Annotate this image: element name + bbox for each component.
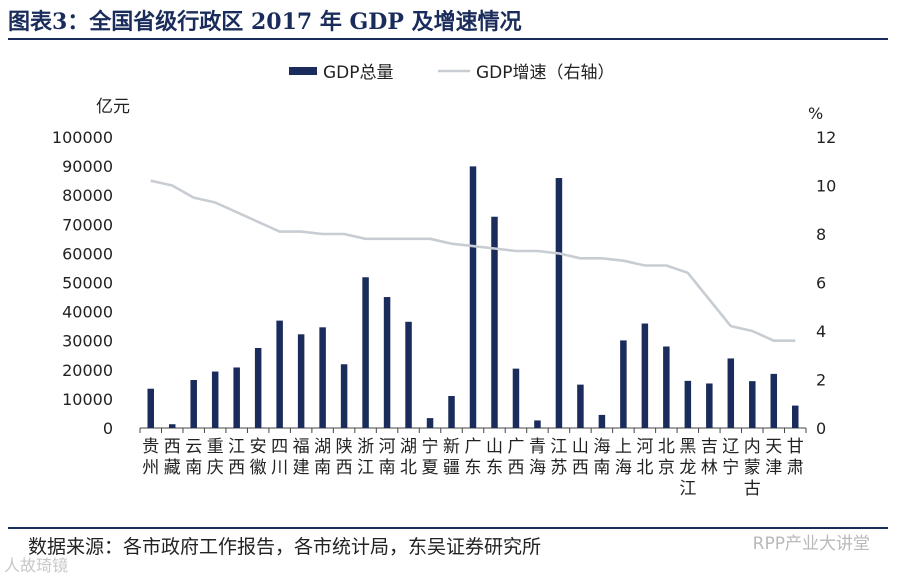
x-tick-label: 安徽	[250, 437, 267, 478]
bar-河南	[383, 297, 391, 428]
x-tick-label: 黑龙江	[679, 437, 696, 499]
axes-layer	[139, 427, 807, 433]
legend-bar-swatch	[289, 67, 317, 75]
y-left-tick-label: 60000	[62, 244, 113, 263]
bar-安徽	[254, 347, 262, 428]
x-tick-label: 江西	[228, 437, 245, 478]
bar-series-gdp-total	[147, 166, 799, 429]
y-right-tick-label: 8	[816, 225, 826, 244]
y-left-axis-label: 亿元	[96, 97, 130, 117]
x-tick-label: 湖南	[314, 437, 331, 478]
x-tick-label: 北京	[658, 437, 675, 478]
x-tick-label: 辽宁	[722, 437, 739, 478]
bar-浙江	[362, 277, 369, 428]
bar-湖南	[319, 327, 326, 428]
bar-天津	[770, 373, 778, 428]
bar-贵州	[147, 388, 154, 428]
y-right-tick-label: 2	[816, 371, 826, 390]
bar-四川	[276, 320, 283, 428]
y-left-tick-label: 90000	[62, 157, 113, 176]
y-left-tick-label: 70000	[62, 215, 113, 234]
x-tick-label: 河北	[636, 437, 653, 478]
bar-广西	[512, 368, 520, 428]
y-left-tick-label: 50000	[62, 274, 113, 293]
bar-内蒙古	[749, 381, 756, 428]
y-right-tick-label: 4	[816, 322, 826, 341]
bar-江西	[233, 367, 240, 428]
line-series-gdp-growth	[150, 179, 796, 343]
x-tick-label: 青海	[529, 437, 546, 478]
x-tick-label: 江苏	[550, 437, 567, 478]
bar-重庆	[211, 371, 219, 428]
bar-陕西	[340, 364, 348, 428]
x-tick-label: 西藏	[164, 437, 181, 478]
y-left-tick-label: 20000	[62, 361, 113, 380]
bar-云南	[190, 379, 197, 428]
bar-广东	[469, 166, 477, 429]
bar-宁夏	[426, 418, 434, 428]
bar-福建	[297, 334, 305, 428]
x-tick-label: 湖北	[400, 437, 417, 478]
bar-西藏	[168, 424, 176, 428]
tick-labels-layer: 0 10000 20000 30000 40000 50000 60000 70000 8000…	[52, 97, 836, 499]
bar-辽宁	[727, 358, 735, 428]
y-left-tick-label: 30000	[62, 332, 113, 351]
y-right-axis-label: %	[808, 104, 823, 123]
x-tick-label: 福建	[293, 437, 310, 478]
combo-chart: 0 10000 20000 30000 40000 50000 60000 70000 8000…	[52, 63, 836, 499]
x-tick-label: 陕西	[336, 437, 353, 478]
y-right-tick-label: 12	[816, 128, 836, 147]
bar-上海	[620, 340, 627, 428]
x-tick-label: 河南	[379, 437, 396, 478]
chart-title: 图表3：全国省级行政区 2017 年 GDP 及增速情况	[8, 9, 522, 35]
x-tick-label: 广西	[507, 437, 524, 478]
x-tick-label: 天津	[765, 437, 782, 478]
y-right-tick-label: 6	[816, 274, 826, 293]
bar-海南	[598, 414, 606, 428]
x-tick-label: 海南	[593, 437, 610, 478]
x-tick-label: 山西	[572, 437, 589, 478]
bar-北京	[663, 346, 670, 428]
x-tick-label: 重庆	[207, 437, 224, 478]
footer-divider	[8, 527, 888, 529]
y-left-tick-label: 0	[103, 419, 113, 438]
y-right-tick-label: 0	[816, 419, 826, 438]
y-right-tick-label: 10	[816, 177, 836, 196]
x-tick-label: 浙江	[357, 437, 374, 478]
bar-新疆	[448, 395, 455, 428]
x-tick-label: 吉林	[701, 437, 718, 478]
bar-甘肃	[792, 405, 799, 428]
y-left-tick-label: 40000	[62, 303, 113, 322]
bar-黑龙江	[684, 380, 692, 428]
x-tick-label: 甘肃	[787, 437, 804, 478]
x-tick-label: 山东	[486, 437, 503, 478]
title-divider	[8, 38, 888, 40]
bar-湖北	[405, 321, 412, 428]
x-tick-label: 上海	[615, 437, 632, 478]
x-tick-label: 云南	[185, 437, 202, 478]
x-tick-label: 内蒙古	[744, 437, 761, 499]
x-tick-label: 宁夏	[422, 437, 439, 478]
y-left-tick-label: 10000	[62, 390, 113, 409]
y-left-tick-label: 80000	[62, 186, 113, 205]
legend-bar-label: GDP总量	[323, 63, 394, 83]
x-tick-label: 广东	[465, 437, 482, 478]
legend-line-label: GDP增速（右轴）	[476, 63, 615, 83]
x-tick-label: 贵州	[142, 437, 159, 478]
bar-山东	[491, 216, 498, 428]
legend: GDP总量 GDP增速（右轴）	[289, 63, 615, 83]
bar-吉林	[706, 383, 713, 428]
source-note: 数据来源：各市政府工作报告，各市统计局，东吴证券研究所	[28, 536, 542, 558]
bar-山西	[577, 384, 584, 428]
y-left-tick-label: 100000	[52, 128, 113, 147]
bar-河北	[641, 323, 649, 428]
bar-江苏	[555, 178, 563, 428]
x-tick-label: 新疆	[443, 437, 460, 478]
x-tick-label: 四川	[271, 437, 288, 478]
watermark-secondary: 人故琦镜	[4, 556, 69, 575]
watermark: RPP产业大讲堂	[752, 534, 870, 554]
bar-青海	[534, 420, 541, 428]
